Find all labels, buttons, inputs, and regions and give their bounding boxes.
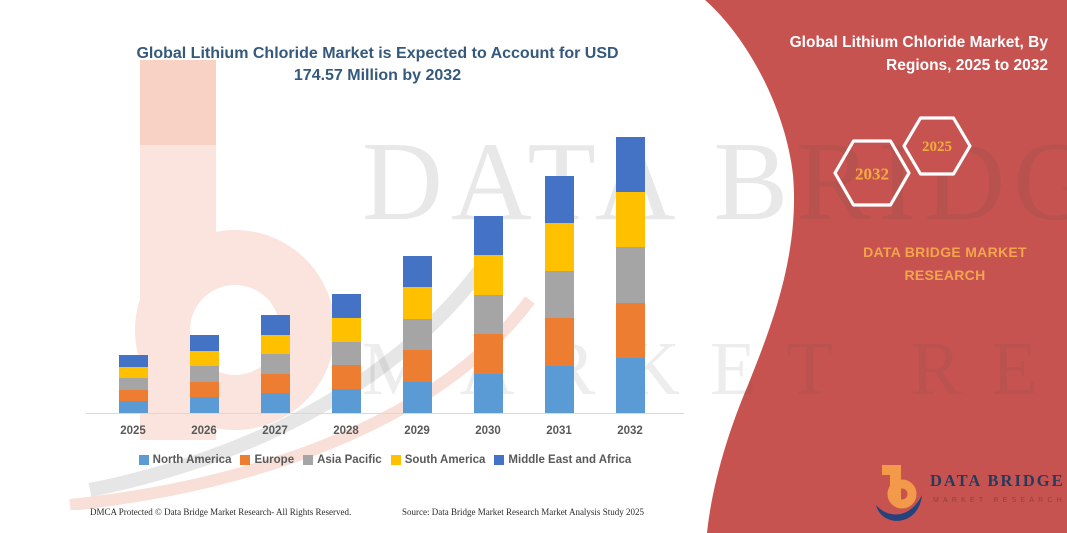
legend-item-asia-pacific: Asia Pacific xyxy=(303,454,382,466)
bar-segment-south-america-2030 xyxy=(473,255,503,295)
bar-segment-europe-2032 xyxy=(615,302,645,358)
bar-segment-middle-east-and-africa-2025 xyxy=(118,354,148,367)
hexagon-2025-label: 2025 xyxy=(922,139,952,155)
bar-segment-middle-east-and-africa-2026 xyxy=(189,335,219,351)
chart-legend: North America Europe Asia Pacific South Ame… xyxy=(85,454,685,466)
bar-segment-middle-east-and-africa-2031 xyxy=(544,176,574,224)
bar-segment-asia-pacific-2028 xyxy=(331,341,361,366)
bar-segment-asia-pacific-2026 xyxy=(189,366,219,382)
legend-swatch-icon xyxy=(303,455,314,465)
bar-segment-asia-pacific-2030 xyxy=(473,294,503,335)
x-axis-line xyxy=(86,413,684,414)
chart-title-line1: Global Lithium Chloride Market is Expect… xyxy=(136,45,619,62)
bar-segment-europe-2030 xyxy=(473,334,503,374)
legend-item-europe: Europe xyxy=(240,454,294,466)
x-axis-label-2029: 2029 xyxy=(404,425,430,437)
legend-swatch-icon xyxy=(240,455,251,465)
legend-label: Asia Pacific xyxy=(317,454,382,466)
bar-segment-north-america-2030 xyxy=(473,373,503,413)
bar-segment-europe-2031 xyxy=(544,318,574,366)
bar-segment-middle-east-and-africa-2027 xyxy=(260,314,290,335)
bar-segment-south-america-2027 xyxy=(260,334,290,355)
bar-segment-north-america-2025 xyxy=(118,401,148,413)
legend-label: South America xyxy=(404,454,486,466)
bar-segment-south-america-2032 xyxy=(615,192,645,248)
bar-segment-middle-east-and-africa-2028 xyxy=(331,293,361,318)
bar-segment-north-america-2029 xyxy=(402,381,432,413)
panel-title-line2: Regions, 2025 to 2032 xyxy=(886,57,1048,74)
bar-segment-europe-2028 xyxy=(331,365,361,390)
x-axis-label-2028: 2028 xyxy=(333,425,359,437)
bar-segment-south-america-2031 xyxy=(544,223,574,271)
panel-brand-line1: DATA BRIDGE MARKET xyxy=(863,244,1027,260)
panel-title-line1: Global Lithium Chloride Market, By xyxy=(789,34,1048,51)
year-hexagons: 2032 2025 xyxy=(833,116,972,207)
bar-segment-south-america-2028 xyxy=(331,317,361,342)
footer-dmca-text: DMCA Protected © Data Bridge Market Rese… xyxy=(90,507,352,517)
footer-source-text: Source: Data Bridge Market Research Mark… xyxy=(402,507,644,517)
bar-segment-asia-pacific-2025 xyxy=(118,378,148,390)
bar-segment-middle-east-and-africa-2029 xyxy=(402,256,432,288)
x-axis-label-2027: 2027 xyxy=(262,425,288,437)
x-axis-label-2032: 2032 xyxy=(617,425,643,437)
bar-segment-asia-pacific-2031 xyxy=(544,270,574,319)
bar-segment-north-america-2027 xyxy=(260,393,290,413)
legend-label: Europe xyxy=(254,454,295,466)
bar-segment-europe-2029 xyxy=(402,350,432,382)
logo-tagline-text: MARKET RESEARCH xyxy=(933,497,1066,504)
panel-brand-text: DATA BRIDGE MARKET RESEARCH xyxy=(835,241,1055,287)
bar-segment-middle-east-and-africa-2032 xyxy=(615,137,645,193)
logo-name-text: DATA BRIDGE xyxy=(930,471,1065,490)
chart-title: Global Lithium Chloride Market is Expect… xyxy=(85,43,670,86)
legend-item-south-america: South America xyxy=(390,454,486,466)
x-axis-label-2031: 2031 xyxy=(546,425,572,437)
bar-segment-asia-pacific-2027 xyxy=(260,354,290,374)
panel-brand-line2: RESEARCH xyxy=(904,267,986,283)
bar-segment-middle-east-and-africa-2030 xyxy=(473,216,503,256)
bar-segment-north-america-2028 xyxy=(331,389,361,413)
legend-item-middle-east-and-africa: Middle East and Africa xyxy=(494,454,631,466)
legend-swatch-icon xyxy=(494,455,505,465)
legend-swatch-icon xyxy=(138,455,149,465)
bar-segment-north-america-2026 xyxy=(189,397,219,413)
company-logo: DATA BRIDGE MARKET RESEARCH xyxy=(872,459,1067,529)
bar-segment-north-america-2031 xyxy=(544,365,574,413)
x-axis-label-2026: 2026 xyxy=(191,425,217,437)
logo-b-icon xyxy=(876,465,922,521)
legend-item-north-america: North America xyxy=(138,454,232,466)
legend-swatch-icon xyxy=(390,455,401,465)
bar-segment-south-america-2025 xyxy=(118,366,148,379)
bar-segment-asia-pacific-2032 xyxy=(615,247,645,303)
chart-title-line2: 174.57 Million by 2032 xyxy=(293,66,462,84)
bar-segment-europe-2027 xyxy=(260,373,290,394)
bar-segment-europe-2026 xyxy=(189,381,219,398)
bar-segment-south-america-2026 xyxy=(189,350,219,367)
x-axis-label-2030: 2030 xyxy=(475,425,501,437)
legend-label: Middle East and Africa xyxy=(508,454,632,466)
bar-segment-europe-2025 xyxy=(118,389,148,402)
bar-segment-north-america-2032 xyxy=(615,357,645,413)
logo-b-bowl xyxy=(887,479,917,509)
legend-label: North America xyxy=(152,454,232,466)
hexagon-2032-label: 2032 xyxy=(855,165,889,184)
bar-segment-south-america-2029 xyxy=(402,287,432,319)
bar-segment-asia-pacific-2029 xyxy=(402,318,432,351)
panel-title: Global Lithium Chloride Market, By Regio… xyxy=(738,31,1048,77)
x-axis-label-2025: 2025 xyxy=(120,425,146,437)
